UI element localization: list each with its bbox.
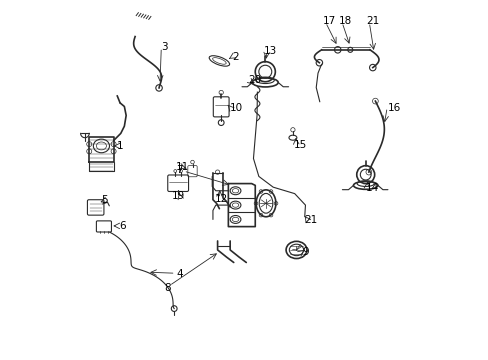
Text: 6: 6 bbox=[119, 221, 125, 231]
Text: 14: 14 bbox=[365, 183, 378, 193]
Text: 3: 3 bbox=[161, 42, 167, 52]
Text: 21: 21 bbox=[366, 17, 379, 27]
Text: 4: 4 bbox=[176, 269, 183, 279]
Text: 15: 15 bbox=[293, 140, 306, 150]
Text: 18: 18 bbox=[339, 17, 352, 27]
Text: 19: 19 bbox=[172, 191, 185, 201]
Text: 11: 11 bbox=[175, 162, 188, 172]
Text: 10: 10 bbox=[230, 103, 243, 113]
Text: 8: 8 bbox=[163, 283, 170, 293]
Text: 9: 9 bbox=[301, 247, 308, 257]
Text: 20: 20 bbox=[247, 75, 261, 85]
Text: 21: 21 bbox=[304, 215, 317, 225]
Text: 1: 1 bbox=[117, 141, 123, 151]
Text: 17: 17 bbox=[322, 17, 335, 27]
Text: 2: 2 bbox=[231, 52, 238, 62]
Text: 7: 7 bbox=[176, 165, 183, 175]
Text: 12: 12 bbox=[215, 194, 228, 204]
Text: 13: 13 bbox=[264, 46, 277, 56]
Text: 16: 16 bbox=[387, 103, 400, 113]
Text: 5: 5 bbox=[101, 195, 107, 206]
